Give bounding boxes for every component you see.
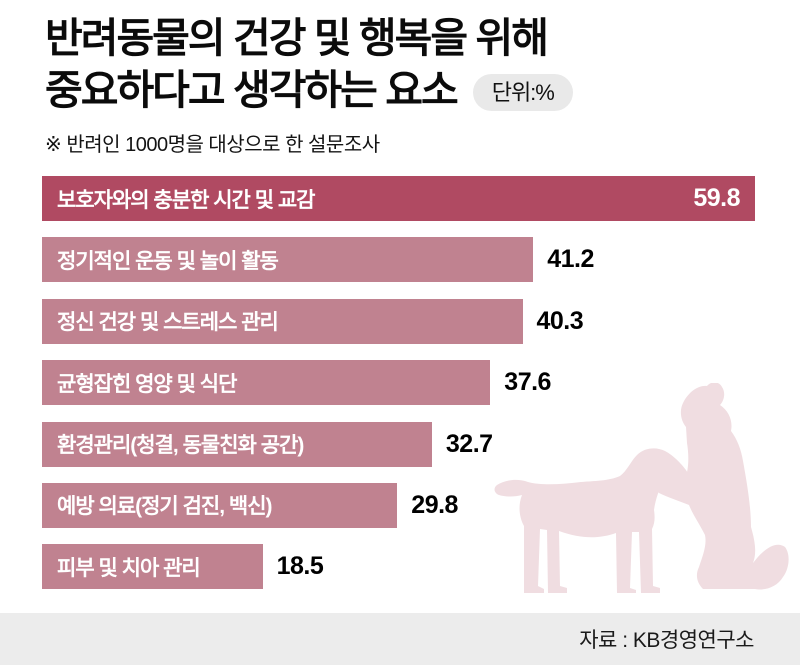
bar-row: 피부 및 치아 관리 18.5 (42, 544, 755, 590)
bar-category-label: 환경관리(청결, 동물친화 공간) (57, 434, 304, 458)
bar-row: 균형잡힌 영양 및 식단 37.6 (42, 360, 755, 406)
bar: 예방 의료(정기 검진, 백신) (42, 482, 398, 528)
survey-note: ※ 반려인 1000명을 대상으로 한 설문조사 (45, 134, 380, 156)
title-line-2: 중요하다고 생각하는 요소 (45, 67, 459, 113)
bar-value-label: 37.6 (504, 368, 551, 397)
bar: 정기적인 운동 및 놀이 활동 (42, 237, 534, 283)
bar: 보호자와의 충분한 시간 및 교감 59.8 (42, 176, 755, 221)
girl-petting-dog-illustration (494, 383, 789, 593)
source-credit: 자료 : KB경영연구소 (579, 629, 754, 652)
bar-row: 정신 건강 및 스트레스 관리 40.3 (42, 298, 755, 344)
bar: 균형잡힌 영양 및 식단 (42, 360, 491, 406)
bar-row: 보호자와의 충분한 시간 및 교감 59.8 (42, 176, 755, 221)
bar-value-label: 32.7 (445, 429, 493, 458)
bar: 정신 건강 및 스트레스 관리 (42, 298, 523, 344)
bar-category-label: 예방 의료(정기 검진, 백신) (57, 495, 273, 519)
bar-category-label: 균형잡힌 영양 및 식단 (57, 372, 237, 396)
bar-row: 환경관리(청결, 동물친화 공간) 32.7 (42, 421, 755, 467)
bar-value-label: 29.8 (411, 490, 458, 519)
bar-category-label: 정기적인 운동 및 놀이 활동 (57, 249, 279, 273)
bar-category-label: 피부 및 치아 관리 (57, 556, 201, 580)
bar-value-label: 59.8 (693, 184, 740, 212)
bar-value-label: 41.2 (547, 245, 594, 274)
bar-row: 정기적인 운동 및 놀이 활동 41.2 (42, 237, 755, 283)
bar-value-label: 40.3 (536, 306, 584, 335)
bar-value-label: 18.5 (276, 552, 324, 581)
footer: 자료 : KB경영연구소 (0, 613, 800, 665)
unit-badge: 단위:% (472, 74, 573, 111)
bar-category-label: 정신 건강 및 스트레스 관리 (57, 311, 279, 335)
dog-silhouette-shape (494, 448, 689, 593)
bar-chart: 보호자와의 충분한 시간 및 교감 59.8 정기적인 운동 및 놀이 활동 41.2… (42, 176, 755, 606)
girl-silhouette-shape (656, 383, 789, 590)
title-line-1: 반려동물의 건강 및 행복을 위해 (45, 15, 549, 61)
bar-row: 예방 의료(정기 검진, 백신) 29.8 (42, 482, 755, 528)
bar: 피부 및 치아 관리 (42, 544, 263, 590)
bar-category-label: 보호자와의 충분한 시간 및 교감 (57, 188, 315, 212)
bar: 환경관리(청결, 동물친화 공간) (42, 421, 432, 467)
